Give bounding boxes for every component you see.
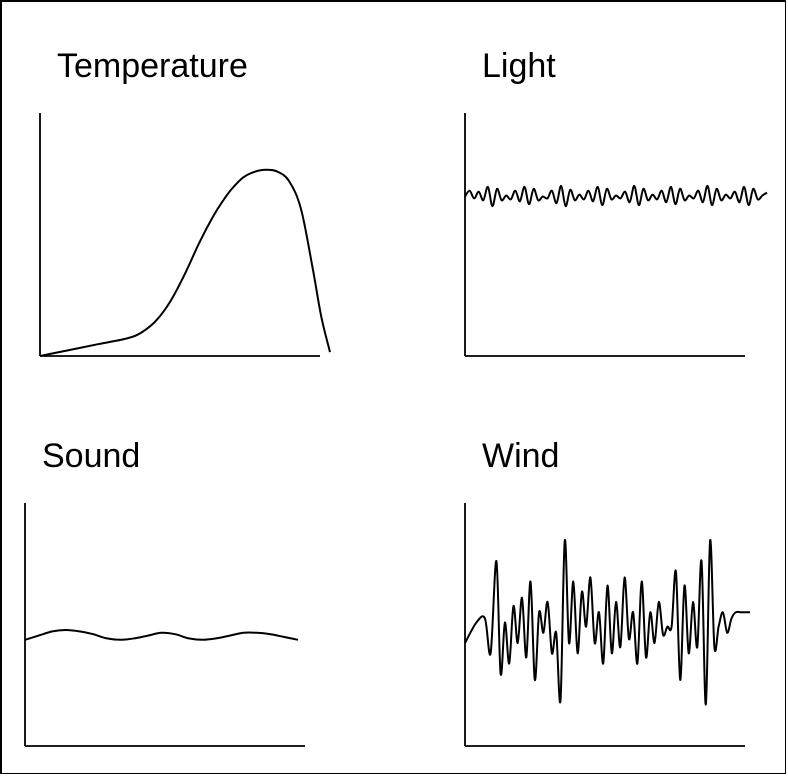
series-line-temperature <box>40 170 330 356</box>
series-line-wind <box>465 540 750 705</box>
panel-wind: Wind <box>465 437 750 746</box>
series-line-light <box>465 186 767 206</box>
panel-light: Light <box>465 47 767 356</box>
chart-title-temperature: Temperature <box>57 47 248 85</box>
chart-title-wind: Wind <box>482 437 559 475</box>
chart-title-sound: Sound <box>42 437 140 475</box>
panel-sound: Sound <box>25 437 305 746</box>
series-line-sound <box>25 630 298 640</box>
chart-title-light: Light <box>482 47 556 85</box>
panel-temperature: Temperature <box>40 47 330 356</box>
